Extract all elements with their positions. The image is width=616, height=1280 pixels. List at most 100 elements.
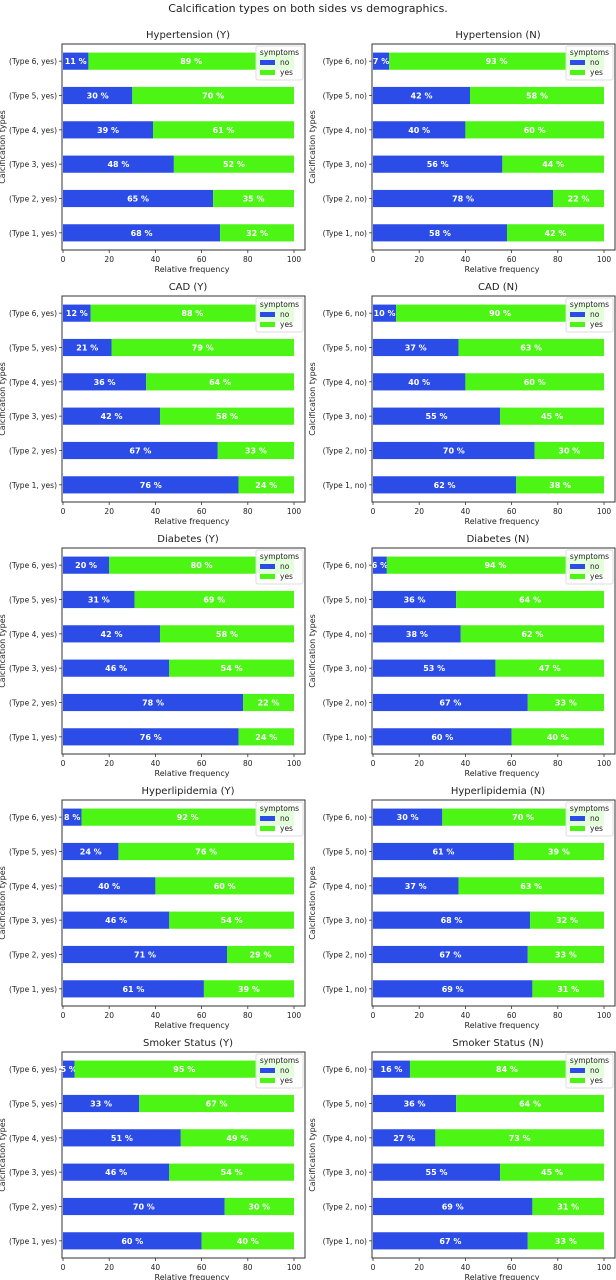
x-tick-label: 20 [104, 759, 114, 768]
bar-yes [169, 911, 294, 929]
bar-label-no: 76 % [140, 481, 162, 490]
bar-no [63, 155, 174, 173]
bar-no [373, 1232, 528, 1250]
bar-label-no: 76 % [140, 733, 162, 742]
bar-no [373, 338, 459, 357]
subplot-1: Hypertension (Y) (Type 1, yes) 68 % 32 % (Ty… [0, 30, 306, 274]
x-tick-label: 100 [287, 759, 302, 768]
y-tick-label: (Type 2, yes) [9, 699, 57, 708]
bar-no [63, 625, 161, 643]
bar-no [63, 1197, 225, 1216]
bar-yes [213, 189, 294, 208]
x-tick-label: 40 [461, 507, 471, 516]
bar-no [373, 52, 390, 70]
bar-label-no: 20 % [75, 561, 97, 570]
bar-yes [153, 121, 294, 139]
y-tick-label: (Type 3, no) [323, 916, 367, 925]
y-axis-label: Calcification types [308, 1118, 317, 1192]
y-tick-label: (Type 2, yes) [9, 447, 57, 456]
bar-label-yes: 33 % [555, 951, 577, 960]
bar-no [373, 808, 443, 826]
subplot-7: Hyperlipidemia (Y) (Type 1, yes) 61 % 39 % (… [0, 786, 306, 1030]
y-tick-label: (Type 1, no) [323, 985, 367, 994]
bar-no [373, 945, 528, 964]
bar-label-no: 62 % [434, 481, 456, 490]
y-tick-label: (Type 4, yes) [9, 126, 57, 135]
bar-yes [134, 590, 294, 609]
bar-yes [109, 556, 294, 574]
y-tick-label: (Type 2, no) [323, 951, 367, 960]
y-tick-label: (Type 1, no) [323, 1237, 367, 1246]
y-axis-label: Calcification types [308, 362, 317, 436]
bar-yes [442, 808, 604, 826]
bar-label-no: 56 % [427, 160, 449, 169]
legend-swatch-no [570, 60, 585, 65]
subplot-3: CAD (Y) (Type 1, yes) 76 % 24 % (Type 2, yes… [0, 282, 306, 526]
bar-no [63, 980, 204, 998]
bar-label-no: 61 % [122, 985, 144, 994]
y-tick-label: (Type 5, yes) [9, 848, 57, 857]
bar-label-no: 70 % [133, 1203, 155, 1212]
bar-yes [500, 407, 604, 425]
bar-label-yes: 64 % [209, 378, 231, 387]
bar-label-no: 67 % [439, 1237, 461, 1246]
y-tick-label: (Type 4, no) [323, 630, 367, 639]
bar-yes [534, 441, 604, 460]
bar-label-no: 42 % [411, 92, 433, 101]
y-tick-label: (Type 2, yes) [9, 951, 57, 960]
x-tick-label: 100 [287, 1011, 302, 1020]
bar-label-yes: 73 % [509, 1134, 531, 1143]
bar-no [373, 911, 531, 929]
legend-swatch-no [570, 1068, 585, 1073]
bar-no [63, 842, 119, 861]
subplot-6: Diabetes (N) (Type 1, no) 60 % 40 % (Type 2,… [308, 534, 616, 778]
bar-yes [458, 877, 604, 895]
y-tick-label: (Type 6, no) [323, 561, 367, 570]
legend-label-yes: yes [280, 68, 293, 77]
bar-yes [203, 980, 294, 998]
bar-label-yes: 32 % [246, 229, 268, 238]
bar-label-no: 53 % [423, 664, 445, 673]
y-tick-label: (Type 5, yes) [9, 596, 57, 605]
y-tick-label: (Type 6, no) [323, 1065, 367, 1074]
bar-label-no: 40 % [98, 882, 120, 891]
y-tick-label: (Type 1, yes) [9, 733, 57, 742]
y-tick-label: (Type 3, no) [323, 664, 367, 673]
bar-no [63, 1094, 140, 1113]
bar-label-yes: 44 % [542, 160, 564, 169]
bar-label-yes: 64 % [519, 1100, 541, 1109]
y-tick-label: (Type 1, yes) [9, 985, 57, 994]
bar-yes [146, 373, 294, 391]
bar-no [373, 224, 507, 242]
legend-title: symptoms [570, 552, 609, 561]
bar-yes [132, 86, 294, 105]
bar-no [63, 1232, 202, 1250]
bar-yes [532, 980, 604, 998]
bar-label-no: 36 % [94, 378, 116, 387]
legend-label-no: no [590, 310, 600, 319]
bar-label-no: 7 % [373, 57, 389, 66]
bar-label-yes: 42 % [545, 229, 567, 238]
bar-yes [502, 155, 604, 173]
bar-no [373, 625, 461, 643]
bar-no [63, 808, 82, 826]
bar-label-yes: 63 % [520, 344, 542, 353]
legend-swatch-yes [570, 574, 585, 579]
axes-frame [61, 295, 306, 503]
legend-swatch-yes [260, 826, 275, 831]
bar-label-no: 37 % [405, 882, 427, 891]
bar-no [63, 224, 221, 242]
y-axis-label: Calcification types [308, 614, 317, 688]
axes-frame [371, 547, 616, 755]
bar-label-yes: 63 % [520, 882, 542, 891]
panel-title: Hyperlipidemia (N) [451, 786, 545, 797]
subplot-2: Hypertension (N) (Type 1, no) 58 % 42 % (Typ… [308, 30, 616, 274]
x-axis-label: Relative frequency [465, 1273, 540, 1280]
bar-label-yes: 62 % [521, 630, 543, 639]
bar-no [373, 304, 397, 322]
axes-frame [61, 43, 306, 251]
